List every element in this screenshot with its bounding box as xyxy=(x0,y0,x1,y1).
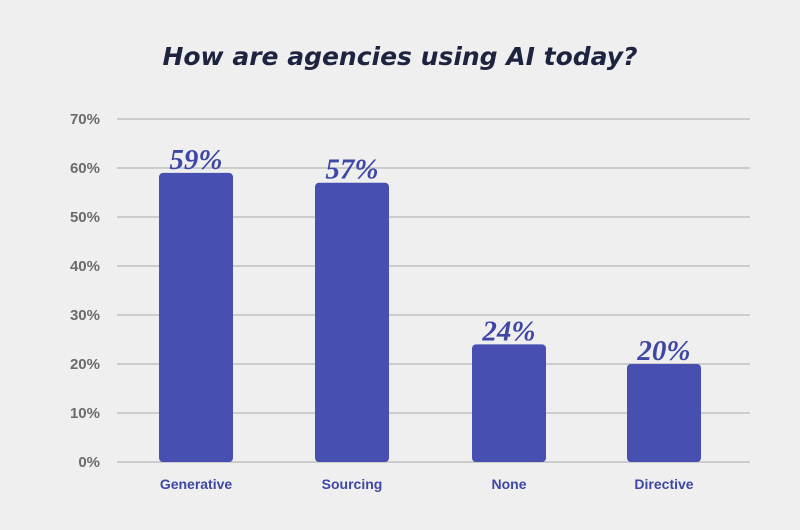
data-label: 24% xyxy=(481,315,535,347)
data-label: 57% xyxy=(325,154,378,186)
bar xyxy=(315,182,389,462)
y-tick-label: 50% xyxy=(70,209,100,226)
chart-title: How are agencies using AI today? xyxy=(162,42,638,71)
data-label: 59% xyxy=(169,144,222,176)
y-tick-label: 60% xyxy=(70,160,100,177)
x-category-label: None xyxy=(492,476,527,492)
x-category-label: Sourcing xyxy=(322,476,383,492)
bar xyxy=(159,172,233,462)
bar xyxy=(627,364,701,462)
y-tick-label: 30% xyxy=(70,307,100,324)
y-tick-label: 20% xyxy=(70,356,100,373)
x-category-label: Generative xyxy=(160,476,233,492)
bars xyxy=(159,172,701,462)
bar xyxy=(472,344,546,462)
x-axis-category-labels: Generative Sourcing None Directive xyxy=(160,476,694,492)
y-tick-label: 10% xyxy=(70,405,100,422)
y-tick-label: 40% xyxy=(70,258,100,275)
y-axis-tick-labels: 0% 10% 20% 30% 40% 50% 60% 70% xyxy=(70,111,100,471)
y-tick-label: 0% xyxy=(78,454,100,471)
data-labels: 59% 57% 24% 20% xyxy=(169,144,690,367)
y-tick-label: 70% xyxy=(70,111,100,128)
data-label: 20% xyxy=(636,335,690,367)
x-category-label: Directive xyxy=(634,476,693,492)
